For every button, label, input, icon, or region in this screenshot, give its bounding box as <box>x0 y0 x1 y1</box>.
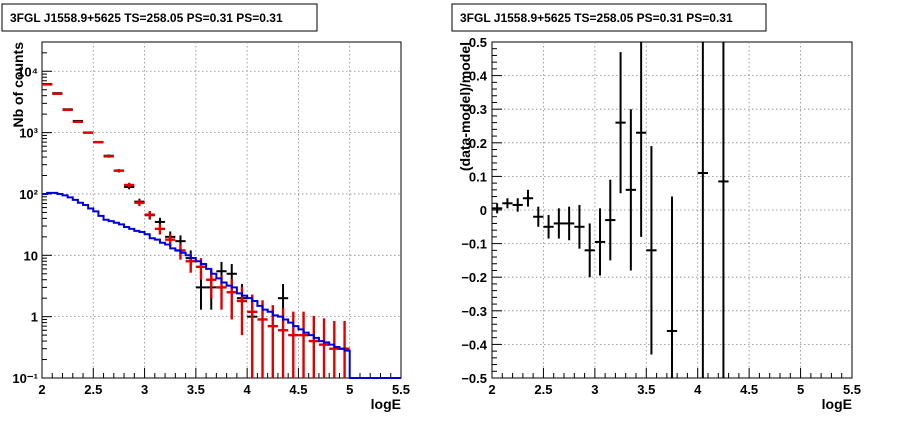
x-tick-label: 3.5 <box>187 382 205 397</box>
y-tick-label: 10⁴ <box>17 64 38 79</box>
counts-grid <box>42 42 401 378</box>
x-tick-label: 4 <box>694 382 702 397</box>
x-tick-label: 5 <box>797 382 804 397</box>
x-tick-label: 2.5 <box>84 382 102 397</box>
x-tick-label: 2.5 <box>534 382 552 397</box>
residual-axis-ticks: 2 2.5 3 3.5 4 4.5 5 5.5 −0.5 −0.4 −0.3 −0.2 −0.1 0 0.1… <box>461 35 861 397</box>
y-tick-label: 0.4 <box>469 69 488 84</box>
x-tick-label: 2 <box>488 382 495 397</box>
x-tick-label: 3 <box>591 382 598 397</box>
x-tick-label: 5.5 <box>392 382 410 397</box>
y-tick-label: 10³ <box>19 126 38 141</box>
y-tick-label: 0.3 <box>469 102 487 117</box>
x-tick-label: 4.5 <box>740 382 758 397</box>
y-tick-label: −0.2 <box>461 270 487 285</box>
y-tick-label: 10⁻¹ <box>12 371 38 386</box>
residual-marks <box>492 42 729 378</box>
x-tick-label: 5.5 <box>843 382 861 397</box>
y-tick-label: 0.1 <box>469 169 487 184</box>
x-tick-label: 4.5 <box>289 382 307 397</box>
counts-title-box <box>1 3 318 32</box>
counts-axis-ticks: 2 2.5 3 3.5 4 4.5 5 5.5 10⁻¹ 1 10 10² 10³ 10⁴ <box>12 52 410 397</box>
x-tick-label: 5 <box>346 382 353 397</box>
counts-y-axis-label: Nb of counts <box>10 42 26 128</box>
y-tick-label: −0.5 <box>461 371 487 386</box>
residual-y-axis-label: (data-model)/model <box>457 42 473 171</box>
residual-title: 3FGL J1558.9+5625 TS=258.05 PS=0.31 PS=0… <box>460 11 733 25</box>
y-tick-label: 0 <box>480 203 487 218</box>
counts-x-axis-label: logE <box>371 396 401 412</box>
y-tick-label: 0.2 <box>469 136 487 151</box>
counts-plot-frame <box>41 41 402 379</box>
model-line <box>42 191 401 379</box>
residual-title-box <box>451 3 767 32</box>
y-tick-label: 1 <box>31 310 38 325</box>
x-tick-label: 3 <box>141 382 148 397</box>
y-tick-label: −0.4 <box>461 337 487 352</box>
y-tick-label: 0.5 <box>469 35 487 50</box>
residual-panel: 3FGL J1558.9+5625 TS=258.05 PS=0.31 PS=0… <box>451 3 861 412</box>
x-tick-label: 4 <box>244 382 252 397</box>
y-tick-label: −0.1 <box>461 237 487 252</box>
x-tick-label: 2 <box>38 382 45 397</box>
counts-marks <box>42 83 401 379</box>
y-tick-label: −0.3 <box>461 304 487 319</box>
x-tick-label: 3.5 <box>637 382 655 397</box>
residual-x-axis-label: logE <box>822 396 852 412</box>
counts-panel: 3FGL J1558.9+5625 TS=258.05 PS=0.31 PS=0… <box>1 3 410 412</box>
counts-title: 3FGL J1558.9+5625 TS=258.05 PS=0.31 PS=0… <box>10 11 283 25</box>
y-tick-label: 10 <box>24 248 38 263</box>
y-tick-label: 10² <box>19 187 38 202</box>
